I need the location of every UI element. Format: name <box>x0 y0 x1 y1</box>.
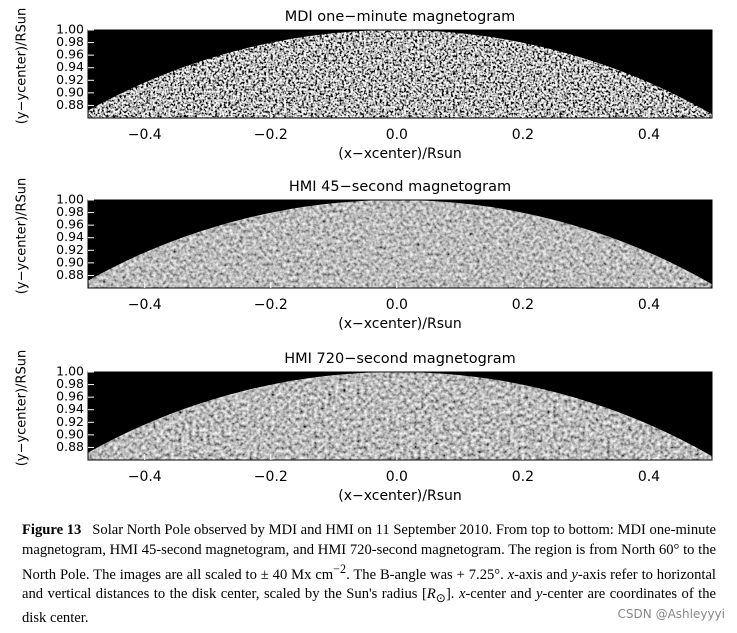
y-tick-label: 0.92 <box>56 242 84 257</box>
chart-title: MDI one−minute magnetogram <box>285 9 516 25</box>
y-tick-label: 0.96 <box>56 389 84 404</box>
caption-text: -axis refer to horizontal and vertical d… <box>22 566 716 603</box>
caption-text: x <box>507 566 515 583</box>
x-tick-label: 0.2 <box>512 469 534 485</box>
x-tick-label: −0.2 <box>254 469 288 485</box>
x-tick-label: 0.0 <box>386 127 408 143</box>
y-tick-label: 0.98 <box>56 34 84 49</box>
y-axis-label: (y−ycenter)/RSun <box>15 350 30 466</box>
caption-text: -center are coordinates of the disk cent… <box>22 586 716 626</box>
x-tick-label: 0.4 <box>638 469 660 485</box>
caption-text: . The B-angle was + 7.25°. <box>346 566 508 583</box>
y-axis-label: (y−ycenter)/RSun <box>15 8 30 124</box>
plot-frame <box>87 29 713 119</box>
watermark: CSDN @Ashleyyyi <box>617 607 725 621</box>
caption-text: y <box>571 566 578 583</box>
figure: MDI one−minute magnetogram −0.4 −0.2 0.0 0.2… <box>15 8 713 504</box>
y-tick-label: 0.88 <box>56 439 84 454</box>
x-tick-label: −0.2 <box>254 297 288 313</box>
y-tick-label: 0.96 <box>56 47 84 62</box>
y-tick-label: 0.94 <box>56 229 84 244</box>
y-tick-label: 0.96 <box>56 217 84 232</box>
caption-text: y <box>535 586 543 603</box>
x-tick-label: −0.4 <box>128 127 162 143</box>
x-tick-label: −0.2 <box>254 127 288 143</box>
y-tick-label: 0.94 <box>56 59 84 74</box>
caption-text: x <box>458 586 466 603</box>
x-axis-label: (x−xcenter)/Rsun <box>338 316 462 332</box>
y-tick-label: 0.90 <box>56 84 84 99</box>
caption-text: -center and <box>465 586 536 603</box>
x-tick-label: 0.4 <box>638 297 660 313</box>
x-tick-label: 0.2 <box>512 297 534 313</box>
y-tick-label: 0.98 <box>56 376 84 391</box>
x-tick-label: 0.0 <box>386 469 408 485</box>
y-tick-label: 0.90 <box>56 254 84 269</box>
y-tick-label: 0.92 <box>56 72 84 87</box>
caption: Figure 13 Solar North Pole observed by M… <box>22 521 716 628</box>
y-tick-label: 1.00 <box>56 22 84 37</box>
caption-text: ]. <box>445 586 459 603</box>
y-tick-label: 0.90 <box>56 426 84 441</box>
chart-title: HMI 720−second magnetogram <box>284 351 516 367</box>
caption-label: Figure 13 <box>22 522 82 538</box>
caption-text: R <box>426 586 436 603</box>
x-axis-label: (x−xcenter)/Rsun <box>338 146 462 162</box>
y-axis-label: (y−ycenter)/RSun <box>15 178 30 294</box>
x-tick-label: 0.2 <box>512 127 534 143</box>
x-axis-label: (x−xcenter)/Rsun <box>338 488 462 504</box>
y-tick-label: 0.88 <box>56 97 84 112</box>
x-tick-label: −0.4 <box>128 469 162 485</box>
y-tick-label: 0.94 <box>56 401 84 416</box>
x-tick-label: −0.4 <box>128 297 162 313</box>
y-tick-label: 0.92 <box>56 414 84 429</box>
y-tick-label: 0.88 <box>56 267 84 282</box>
y-tick-label: 1.00 <box>56 192 84 207</box>
caption-text: ⊙ <box>435 591 446 606</box>
y-tick-label: 1.00 <box>56 364 84 379</box>
plot-frame <box>87 371 713 461</box>
plot-frame <box>87 199 713 289</box>
chart-title: HMI 45−second magnetogram <box>289 179 511 195</box>
x-tick-label: 0.4 <box>638 127 660 143</box>
caption-text: -axis and <box>514 566 572 583</box>
caption-text: Solar North Pole observed by MDI and HMI… <box>22 522 716 583</box>
y-tick-label: 0.98 <box>56 204 84 219</box>
caption-text: −2 <box>333 562 347 576</box>
x-tick-label: 0.0 <box>386 297 408 313</box>
